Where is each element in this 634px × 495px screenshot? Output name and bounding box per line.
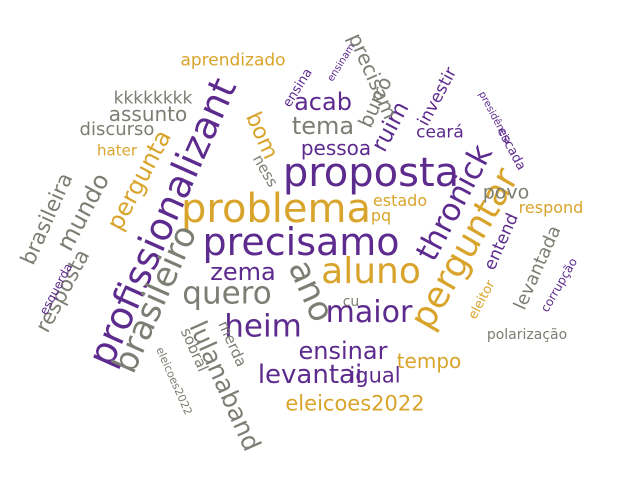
word-estado: estado: [372, 191, 428, 210]
word-povo: povo: [482, 181, 530, 204]
word-problema: problema: [180, 186, 372, 232]
word-eleitor: eleitor: [465, 278, 499, 322]
word-respond: respond: [518, 198, 584, 217]
word-ensinar: ensinar: [298, 337, 388, 365]
word-proposta: proposta: [282, 150, 460, 196]
word-aprendizado: aprendizado: [180, 50, 286, 71]
word-maior: maior: [325, 295, 413, 330]
word-heim: heim: [224, 308, 302, 345]
word-resposta: resposta: [30, 245, 95, 337]
word-presidência: presidência: [476, 89, 513, 146]
word-hater: hater: [97, 141, 137, 160]
word-acab: acab: [294, 88, 352, 116]
word-tema: tema: [291, 112, 355, 140]
word-levantai: levantai: [257, 360, 363, 390]
word-eleicoes2022: eleicoes2022: [285, 391, 425, 416]
word-zema: zema: [210, 258, 276, 286]
word-igual: igual: [349, 363, 401, 388]
word-investir: investir: [413, 64, 462, 130]
word-ness: ness: [249, 151, 282, 191]
word-polarização: polarização: [486, 327, 568, 343]
word-assunto: assunto: [108, 102, 188, 126]
word-quero: quero: [182, 275, 272, 312]
word-pessoa: pessoa: [300, 136, 372, 160]
word-tempo: tempo: [396, 349, 462, 373]
word-precisamo: precisamo: [202, 220, 400, 264]
word-kkkkkkkk: kkkkkkkk: [113, 88, 193, 109]
word-discurso: discurso: [79, 119, 155, 140]
word-ensinam: ensinam: [325, 41, 358, 84]
word-aluno: aluno: [321, 251, 421, 292]
word-ceará: ceará: [416, 122, 464, 143]
word-pq: pq: [370, 206, 392, 225]
word-cu: cu: [342, 294, 360, 310]
